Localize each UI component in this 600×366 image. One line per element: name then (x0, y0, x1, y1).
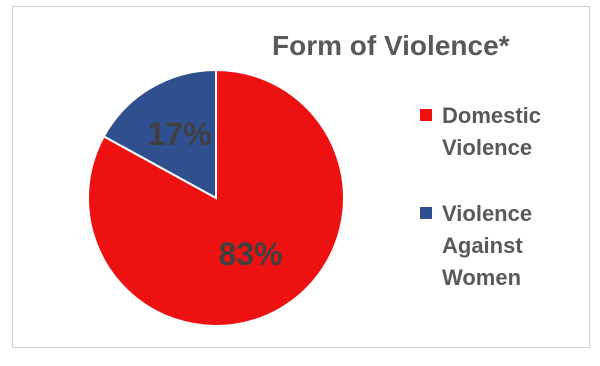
legend-swatch-violence-against-women (420, 207, 432, 219)
legend-label-violence-against-women: Violence Against Women (442, 201, 533, 290)
slice-label-violence-against-women: 17% (147, 116, 211, 152)
legend-swatch-domestic-violence (420, 109, 432, 121)
legend-label-domestic-violence: Domestic Violence (442, 103, 542, 160)
legend-item-violence-against-women: Violence Against Women (420, 198, 582, 294)
chart-title: Form of Violence* (272, 30, 510, 61)
slice-label-domestic-violence: 83% (219, 236, 283, 272)
slice-violence-against-women (102, 68, 217, 200)
legend-item-domestic-violence: Domestic Violence (420, 100, 582, 164)
legend: Domestic Violence Violence Against Women (420, 100, 582, 328)
